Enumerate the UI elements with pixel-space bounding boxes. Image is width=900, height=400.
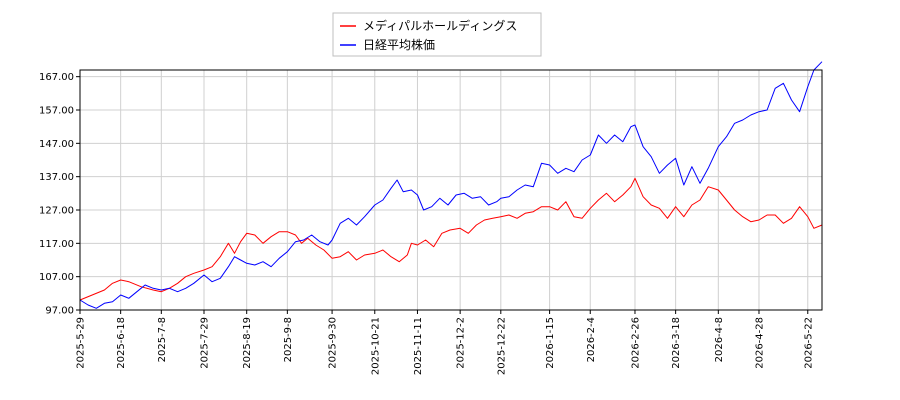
series-line-nikkei <box>79 61 823 309</box>
series-line-medipal <box>79 177 823 301</box>
x-tick-label: 2025-7-8 <box>157 317 168 362</box>
x-tick-label: 2026-2-26 <box>630 317 641 369</box>
y-tick-label: 157.00 <box>39 106 74 117</box>
y-tick-label: 127.00 <box>39 206 74 217</box>
x-tick-label: 2026-2-4 <box>586 317 597 362</box>
x-tick-label: 2025-12-22 <box>496 317 507 375</box>
y-axis: 97.00 107.00 117.00 127.00 137.00 147.00 157.0… <box>39 72 80 317</box>
x-tick-label: 2025-7-29 <box>200 317 211 369</box>
y-tick-label: 167.00 <box>39 72 74 83</box>
y-tick-label: 147.00 <box>39 139 74 150</box>
x-tick-label: 2026-4-28 <box>754 317 765 369</box>
y-tick-label: 107.00 <box>39 272 74 283</box>
legend-box <box>332 12 542 57</box>
y-tick-label: 137.00 <box>39 172 74 183</box>
legend-label-medipal: メディパルホールディングス <box>363 18 517 33</box>
x-tick-label: 2025-8-19 <box>242 317 253 369</box>
x-tick-label: 2026-1-15 <box>545 317 556 369</box>
x-axis: 2025-5-29 2025-6-18 2025-7-8 2025-7-29 2025-… <box>76 310 814 375</box>
legend-label-nikkei: 日経平均株価 <box>363 37 435 52</box>
x-tick-label: 2026-5-22 <box>803 317 814 369</box>
legend: メディパルホールディングス 日経平均株価 <box>332 12 542 57</box>
y-tick-label: 97.00 <box>45 306 74 317</box>
plot-frame <box>79 69 823 311</box>
x-tick-label: 2025-6-18 <box>116 317 127 369</box>
y-tick-label: 117.00 <box>39 239 74 250</box>
x-tick-label: 2026-4-8 <box>714 317 725 362</box>
x-tick-label: 2025-11-11 <box>413 317 424 375</box>
series-layer <box>79 61 823 309</box>
x-tick-label: 2025-10-21 <box>370 317 381 375</box>
x-tick-label: 2025-9-30 <box>328 317 339 369</box>
x-tick-label: 2026-3-18 <box>671 317 682 369</box>
x-tick-label: 2025-12-2 <box>456 317 467 369</box>
x-tick-label: 2025-9-8 <box>283 317 294 362</box>
x-tick-label: 2025-5-29 <box>76 317 87 369</box>
